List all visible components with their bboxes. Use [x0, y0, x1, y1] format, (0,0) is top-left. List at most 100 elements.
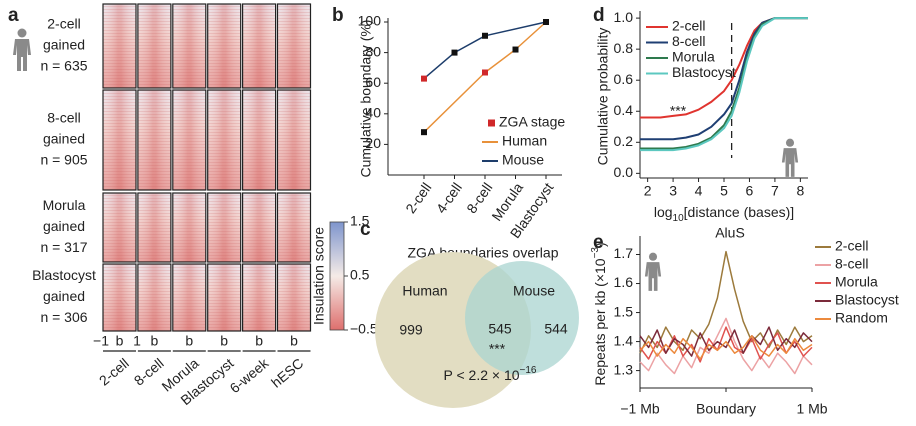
column-axis-label: b: [185, 333, 193, 349]
colorbar-tick-label: 1.5: [350, 213, 370, 229]
group-label: gained: [43, 37, 85, 53]
column-axis-label: b: [255, 333, 263, 349]
group-label: n = 905: [40, 152, 87, 168]
x-tick-label: 4: [695, 183, 703, 199]
panel-label: c: [360, 219, 371, 240]
x-tick-label: 6: [746, 183, 754, 199]
heatmap-texture: [103, 4, 136, 88]
x-axis-label: log10[distance (bases)]: [654, 204, 794, 224]
heatmap-texture: [103, 264, 136, 331]
y-tick-label: 0.0: [614, 164, 634, 180]
column-axis-label: 1: [133, 333, 141, 349]
heatmap-border: [172, 3, 207, 89]
heatmap-border: [102, 3, 137, 89]
x-tick-label: Boundary: [696, 401, 756, 417]
point-marker: [512, 46, 519, 53]
point-marker: [421, 129, 427, 136]
person-icon: [13, 28, 31, 71]
x-tick-label: 4-cell: [433, 180, 465, 217]
group-label: gained: [43, 131, 85, 147]
x-tick-label: 2: [644, 183, 652, 199]
legend-label: 2-cell: [835, 238, 868, 254]
heatmap-border: [172, 89, 207, 191]
heatmap-border: [137, 192, 172, 263]
p-value-part: P < 2.2 × 10: [444, 367, 520, 383]
heatmap-texture: [277, 193, 311, 262]
heatmap-texture: [172, 90, 206, 190]
person-icon: [644, 252, 662, 291]
group-label: 2-cell: [47, 16, 80, 32]
chart-title: AluS: [715, 225, 745, 241]
heatmap-border: [276, 192, 312, 263]
y-axis-label-part: ): [592, 242, 608, 247]
y-tick-label: 1.4: [614, 332, 634, 348]
legend-label: 8-cell: [672, 33, 705, 49]
column-axis-label: b: [290, 333, 298, 349]
heatmap-texture: [277, 264, 311, 331]
series-line: [423, 21, 547, 80]
group-label: 8-cell: [47, 110, 80, 126]
point-marker: [482, 32, 488, 39]
heatmap-border: [102, 263, 137, 332]
heatmap-border: [207, 192, 242, 263]
x-tick-label: 5: [720, 183, 728, 199]
legend-label: Mouse: [502, 152, 544, 168]
venn-count: 544: [544, 321, 568, 337]
column-axis-label: b: [220, 333, 228, 349]
legend-label: ZGA stage: [499, 114, 565, 130]
heatmap-border: [242, 192, 277, 263]
column-axis-label: b: [116, 333, 124, 349]
x-tick-label: 1 Mb: [796, 401, 827, 417]
legend-label: Blastocyst: [835, 292, 899, 308]
heatmap-texture: [172, 4, 206, 88]
heatmap-texture: [277, 90, 311, 190]
y-axis-label: Cumulative boundary (%): [358, 20, 374, 178]
x-tick-label: 8: [796, 183, 804, 199]
column-label: hESC: [268, 355, 306, 391]
venn-set-label: Mouse: [513, 283, 555, 299]
y-tick-label: 80: [365, 43, 381, 59]
heatmap-border: [242, 89, 277, 191]
y-tick-label: 60: [365, 74, 381, 90]
group-label: n = 635: [40, 58, 87, 74]
heatmap-texture: [207, 264, 241, 331]
point-marker: [482, 69, 488, 76]
point-marker: [543, 19, 549, 25]
group-label: gained: [43, 288, 85, 304]
heatmap-border: [172, 263, 207, 332]
heatmap-border: [242, 3, 277, 89]
heatmap-texture: [242, 4, 276, 88]
legend-label: Random: [835, 310, 888, 326]
heatmap-border: [207, 263, 242, 332]
colorbar-label: Insulation score: [311, 227, 327, 325]
heatmap-border: [172, 192, 207, 263]
heatmap-texture: [172, 264, 206, 331]
y-tick-label: 1.5: [614, 303, 634, 319]
series-line: [423, 21, 547, 133]
heatmap-border: [276, 89, 312, 191]
panel-label: b: [332, 5, 344, 26]
series-line: [639, 250, 813, 354]
heatmap-border: [102, 192, 137, 263]
point-marker: [421, 75, 427, 82]
heatmap-border: [242, 263, 277, 332]
series-line: [639, 335, 813, 360]
p-value: P < 2.2 × 10−16: [444, 365, 537, 383]
column-axis-label: −1: [93, 333, 109, 349]
heatmap-texture: [172, 193, 206, 262]
legend-label: Morula: [835, 274, 878, 290]
series-line: [640, 17, 808, 152]
series-line: [639, 317, 813, 375]
panel-label: d: [593, 5, 605, 26]
heatmap-border: [276, 3, 312, 89]
colorbar: [329, 221, 345, 331]
y-axis-label: Cumulative probability: [595, 28, 611, 166]
heatmap-texture: [137, 264, 171, 331]
heatmap-border: [102, 89, 137, 191]
column-label: 2-cell: [96, 355, 132, 389]
heatmap-texture: [207, 4, 241, 88]
point-marker: [451, 49, 458, 56]
x-tick-label: −1 Mb: [620, 401, 660, 417]
panel-label: a: [8, 5, 19, 26]
legend-label: Human: [502, 133, 547, 149]
